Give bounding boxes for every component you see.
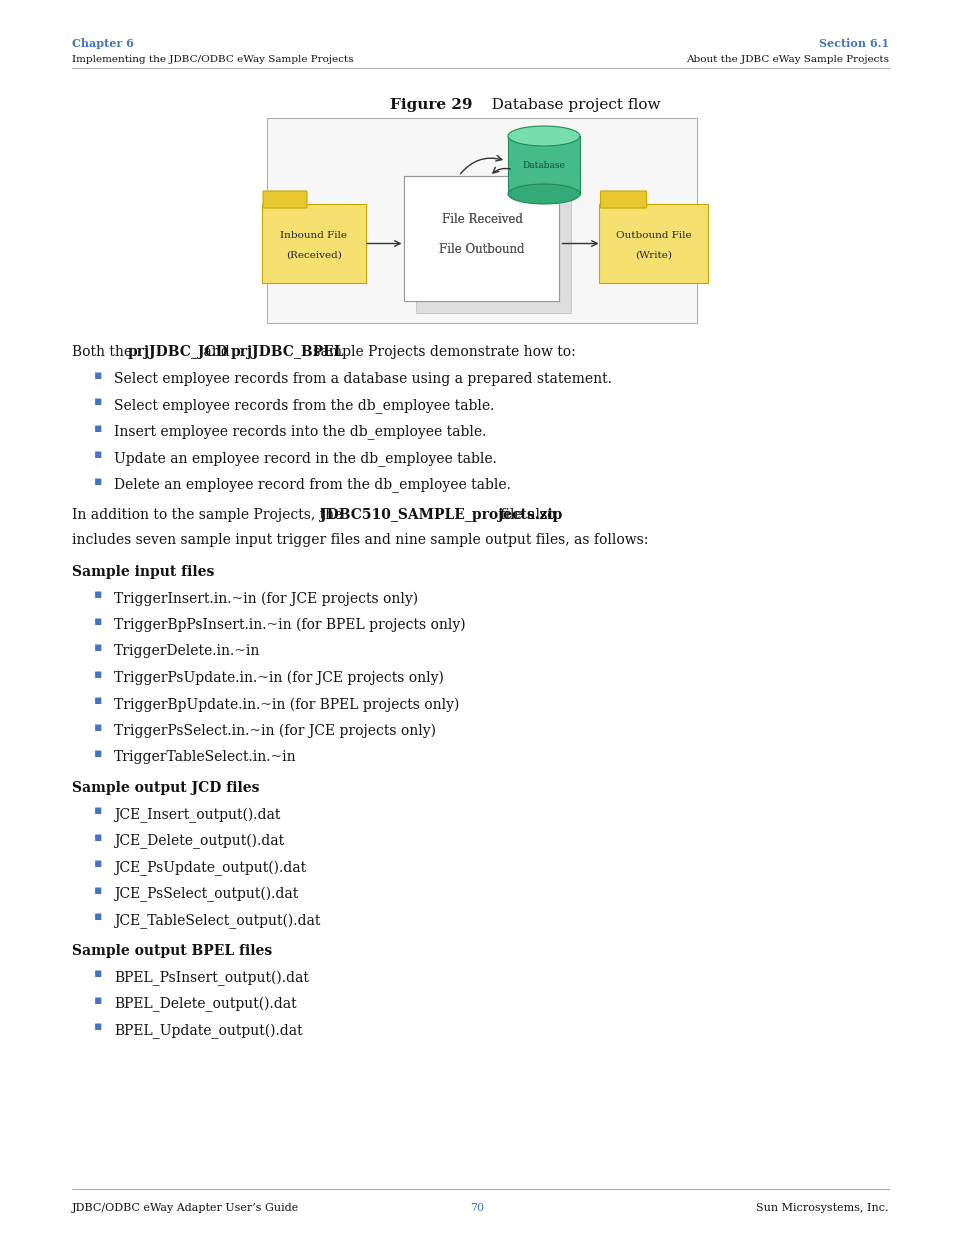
Text: Insert employee records into the db_employee table.: Insert employee records into the db_empl… xyxy=(113,425,486,440)
FancyBboxPatch shape xyxy=(404,177,558,301)
Text: prjJDBC_BPEL: prjJDBC_BPEL xyxy=(231,345,343,359)
Text: ▪: ▪ xyxy=(94,967,102,981)
Text: Implementing the JDBC/ODBC eWay Sample Projects: Implementing the JDBC/ODBC eWay Sample P… xyxy=(71,56,354,64)
Text: File Received: File Received xyxy=(441,212,522,226)
Text: Sample output JCD files: Sample output JCD files xyxy=(71,781,259,795)
Text: In addition to the sample Projects, the: In addition to the sample Projects, the xyxy=(71,508,346,522)
Text: Sun Microsystems, Inc.: Sun Microsystems, Inc. xyxy=(756,1203,888,1213)
Text: Inbound File: Inbound File xyxy=(280,231,347,240)
Text: JCE_PsSelect_output().dat: JCE_PsSelect_output().dat xyxy=(113,887,298,903)
Text: Database project flow: Database project flow xyxy=(476,98,659,112)
Text: BPEL_PsInsert_output().dat: BPEL_PsInsert_output().dat xyxy=(113,971,309,986)
Text: JCE_Delete_output().dat: JCE_Delete_output().dat xyxy=(113,834,284,850)
Text: ▪: ▪ xyxy=(94,721,102,734)
FancyBboxPatch shape xyxy=(507,136,579,194)
Text: ▪: ▪ xyxy=(94,694,102,708)
Text: TriggerPsSelect.in.~in (for JCE projects only): TriggerPsSelect.in.~in (for JCE projects… xyxy=(113,724,436,739)
Text: ▪: ▪ xyxy=(94,474,102,488)
Text: ▪: ▪ xyxy=(94,448,102,461)
Text: JDBC510_SAMPLE_projects.zip: JDBC510_SAMPLE_projects.zip xyxy=(319,508,561,522)
Text: BPEL_Update_output().dat: BPEL_Update_output().dat xyxy=(113,1024,302,1039)
Text: File Outbound: File Outbound xyxy=(438,243,524,256)
Text: (Write): (Write) xyxy=(635,251,672,261)
Text: ▪: ▪ xyxy=(94,831,102,844)
FancyBboxPatch shape xyxy=(416,188,571,312)
Text: TriggerPsUpdate.in.~in (for JCE projects only): TriggerPsUpdate.in.~in (for JCE projects… xyxy=(113,671,443,685)
Text: JCE_TableSelect_output().dat: JCE_TableSelect_output().dat xyxy=(113,914,320,929)
Text: File Received: File Received xyxy=(441,212,522,226)
Text: Database: Database xyxy=(522,161,565,169)
FancyBboxPatch shape xyxy=(598,204,708,283)
Text: About the JDBC eWay Sample Projects: About the JDBC eWay Sample Projects xyxy=(685,56,888,64)
Text: Select employee records from a database using a prepared statement.: Select employee records from a database … xyxy=(113,372,611,385)
Text: Update an employee record in the db_employee table.: Update an employee record in the db_empl… xyxy=(113,451,497,466)
Text: JCE_PsUpdate_output().dat: JCE_PsUpdate_output().dat xyxy=(113,861,306,876)
Ellipse shape xyxy=(507,184,579,204)
Ellipse shape xyxy=(507,126,579,146)
Text: TriggerDelete.in.~in: TriggerDelete.in.~in xyxy=(113,645,260,658)
Text: (Received): (Received) xyxy=(286,251,341,261)
Text: Select employee records from the db_employee table.: Select employee records from the db_empl… xyxy=(113,398,494,412)
Text: ▪: ▪ xyxy=(94,588,102,601)
Text: ▪: ▪ xyxy=(94,668,102,680)
Text: TriggerBpUpdate.in.~in (for BPEL projects only): TriggerBpUpdate.in.~in (for BPEL project… xyxy=(113,698,459,711)
Text: sample Projects demonstrate how to:: sample Projects demonstrate how to: xyxy=(308,345,575,359)
Text: and: and xyxy=(199,345,234,359)
Text: Delete an employee record from the db_employee table.: Delete an employee record from the db_em… xyxy=(113,478,511,493)
Text: ▪: ▪ xyxy=(94,421,102,435)
Text: Chapter 6: Chapter 6 xyxy=(71,38,133,49)
FancyBboxPatch shape xyxy=(263,191,307,207)
Text: ▪: ▪ xyxy=(94,368,102,382)
FancyBboxPatch shape xyxy=(599,191,646,207)
Text: Outbound File: Outbound File xyxy=(616,231,691,240)
Text: includes seven sample input trigger files and nine sample output files, as follo: includes seven sample input trigger file… xyxy=(71,534,648,547)
FancyBboxPatch shape xyxy=(267,119,697,324)
Text: ▪: ▪ xyxy=(94,910,102,924)
Text: ▪: ▪ xyxy=(94,395,102,408)
FancyBboxPatch shape xyxy=(262,204,366,283)
Text: Section 6.1: Section 6.1 xyxy=(818,38,888,49)
Text: Both the: Both the xyxy=(71,345,136,359)
Text: ▪: ▪ xyxy=(94,747,102,761)
Text: ▪: ▪ xyxy=(94,804,102,818)
Text: TriggerBpPsInsert.in.~in (for BPEL projects only): TriggerBpPsInsert.in.~in (for BPEL proje… xyxy=(113,618,465,632)
Text: Figure 29: Figure 29 xyxy=(389,98,472,112)
FancyBboxPatch shape xyxy=(404,177,558,301)
Text: ▪: ▪ xyxy=(94,641,102,655)
Text: 70: 70 xyxy=(470,1203,483,1213)
Text: TriggerInsert.in.~in (for JCE projects only): TriggerInsert.in.~in (for JCE projects o… xyxy=(113,592,417,606)
Text: File Outbound: File Outbound xyxy=(438,243,524,256)
Text: TriggerTableSelect.in.~in: TriggerTableSelect.in.~in xyxy=(113,751,296,764)
Text: ▪: ▪ xyxy=(94,884,102,897)
Text: JCE_Insert_output().dat: JCE_Insert_output().dat xyxy=(113,808,280,823)
Text: BPEL_Delete_output().dat: BPEL_Delete_output().dat xyxy=(113,997,296,1013)
Text: prjJDBC_JCD: prjJDBC_JCD xyxy=(128,345,229,359)
Text: Sample input files: Sample input files xyxy=(71,564,214,579)
Text: file also: file also xyxy=(496,508,555,522)
Text: ▪: ▪ xyxy=(94,1020,102,1034)
Text: ▪: ▪ xyxy=(94,994,102,1007)
Text: JDBC/ODBC eWay Adapter User’s Guide: JDBC/ODBC eWay Adapter User’s Guide xyxy=(71,1203,299,1213)
Text: Sample output BPEL files: Sample output BPEL files xyxy=(71,944,272,958)
Text: ▪: ▪ xyxy=(94,615,102,627)
Text: ▪: ▪ xyxy=(94,857,102,871)
